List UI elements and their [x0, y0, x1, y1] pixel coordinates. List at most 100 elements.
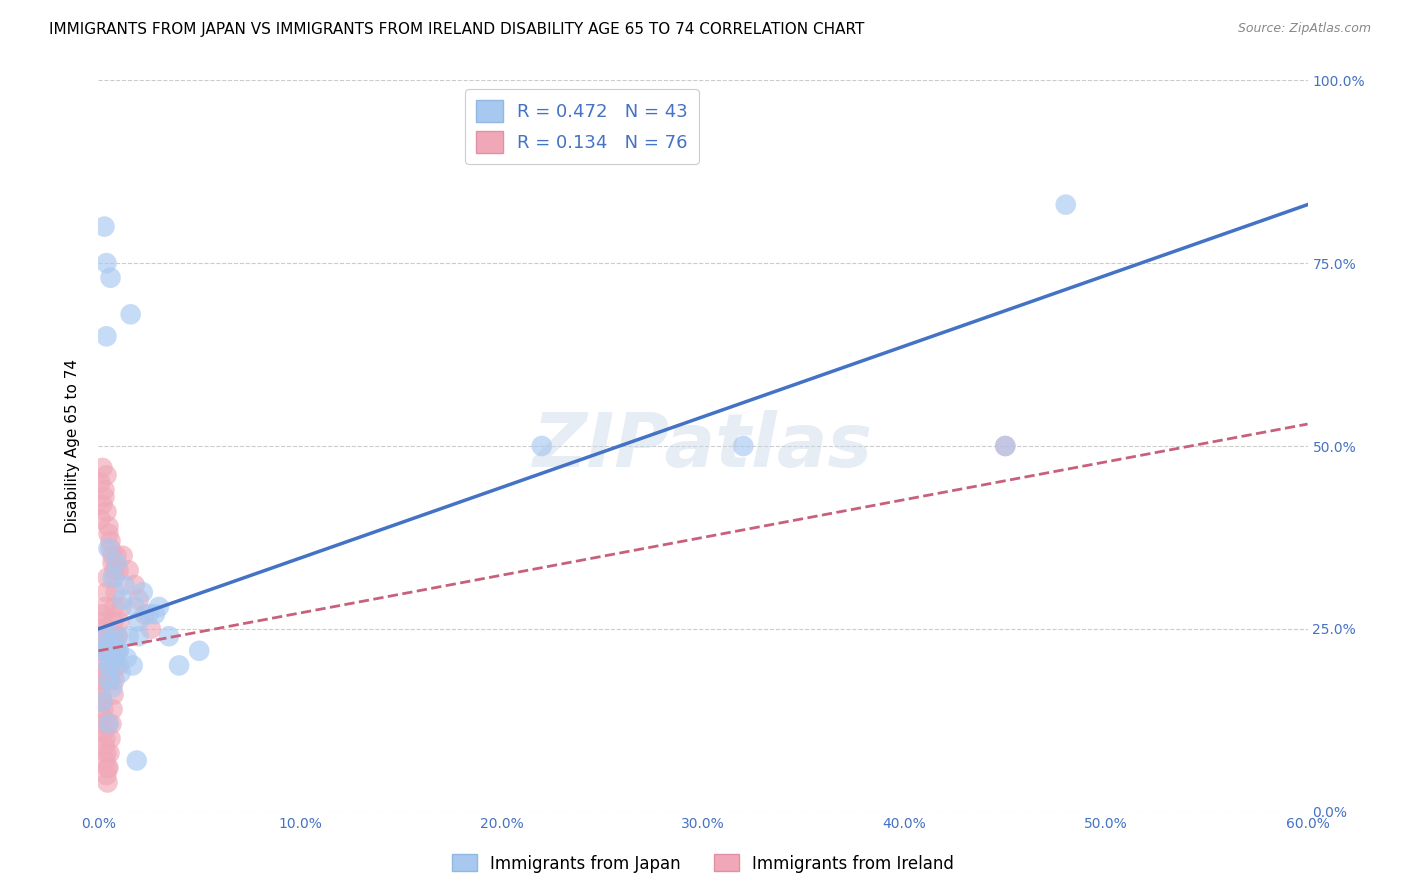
Point	[124, 578, 146, 592]
Point	[994, 439, 1017, 453]
Point	[96, 505, 118, 519]
Point	[1054, 197, 1077, 211]
Point	[167, 658, 190, 673]
Point	[124, 599, 146, 614]
Point	[139, 622, 162, 636]
Point	[94, 599, 117, 614]
Point	[100, 534, 122, 549]
Point	[128, 629, 150, 643]
Point	[125, 754, 148, 768]
Point	[98, 658, 121, 673]
Point	[101, 681, 124, 695]
Point	[90, 695, 112, 709]
Point	[101, 556, 124, 570]
Point	[100, 644, 122, 658]
Point	[89, 475, 111, 490]
Point	[118, 563, 141, 577]
Point	[93, 724, 115, 739]
Point	[89, 512, 111, 526]
Point	[110, 665, 132, 680]
Point	[91, 498, 114, 512]
Point	[103, 629, 125, 643]
Point	[121, 658, 143, 673]
Point	[107, 563, 129, 577]
Point	[108, 615, 131, 629]
Point	[89, 658, 111, 673]
Point	[128, 615, 150, 629]
Point	[91, 461, 114, 475]
Point	[89, 673, 111, 687]
Text: Source: ZipAtlas.com: Source: ZipAtlas.com	[1237, 22, 1371, 36]
Point	[134, 607, 156, 622]
Point	[111, 592, 134, 607]
Point	[96, 585, 118, 599]
Point	[107, 658, 129, 673]
Point	[91, 695, 114, 709]
Point	[188, 644, 211, 658]
Point	[118, 629, 141, 643]
Point	[100, 658, 122, 673]
Point	[97, 717, 120, 731]
Point	[128, 592, 150, 607]
Point	[93, 702, 115, 716]
Point	[138, 607, 160, 622]
Point	[97, 519, 120, 533]
Point	[107, 629, 129, 643]
Text: ZIPatlas: ZIPatlas	[533, 409, 873, 483]
Point	[97, 658, 120, 673]
Point	[97, 761, 120, 775]
Point	[93, 717, 115, 731]
Point	[148, 599, 170, 614]
Point	[103, 615, 125, 629]
Point	[96, 468, 118, 483]
Point	[93, 739, 115, 753]
Point	[91, 695, 114, 709]
Point	[90, 622, 112, 636]
Point	[101, 702, 124, 716]
Point	[96, 761, 118, 775]
Point	[96, 746, 118, 760]
Point	[104, 658, 127, 673]
Point	[157, 629, 180, 643]
Point	[105, 644, 128, 658]
Point	[111, 549, 134, 563]
Point	[107, 629, 129, 643]
Point	[93, 644, 115, 658]
Point	[103, 688, 125, 702]
Text: IMMIGRANTS FROM JAPAN VS IMMIGRANTS FROM IRELAND DISABILITY AGE 65 TO 74 CORRELA: IMMIGRANTS FROM JAPAN VS IMMIGRANTS FROM…	[49, 22, 865, 37]
Point	[103, 651, 125, 665]
Point	[96, 629, 118, 643]
Point	[89, 636, 111, 650]
Point	[120, 307, 142, 321]
Legend: R = 0.472   N = 43, R = 0.134   N = 76: R = 0.472 N = 43, R = 0.134 N = 76	[465, 89, 699, 164]
Point	[100, 717, 122, 731]
Point	[96, 768, 118, 782]
Point	[93, 644, 115, 658]
Point	[100, 270, 122, 285]
Point	[93, 483, 115, 497]
Point	[97, 644, 120, 658]
Point	[93, 490, 115, 504]
Point	[96, 256, 118, 270]
Legend: Immigrants from Japan, Immigrants from Ireland: Immigrants from Japan, Immigrants from I…	[446, 847, 960, 880]
Point	[91, 607, 114, 622]
Point	[97, 717, 120, 731]
Point	[103, 571, 125, 585]
Point	[105, 644, 128, 658]
Point	[114, 578, 136, 592]
Point	[97, 541, 120, 556]
Point	[97, 673, 120, 687]
Point	[93, 615, 115, 629]
Point	[96, 775, 118, 789]
Y-axis label: Disability Age 65 to 74: Disability Age 65 to 74	[65, 359, 80, 533]
Point	[115, 651, 138, 665]
Point	[105, 556, 128, 570]
Point	[110, 599, 132, 614]
Point	[107, 644, 129, 658]
Point	[132, 585, 155, 599]
Point	[89, 665, 111, 680]
Point	[101, 549, 124, 563]
Point	[97, 526, 120, 541]
Point	[101, 629, 124, 643]
Point	[93, 629, 115, 643]
